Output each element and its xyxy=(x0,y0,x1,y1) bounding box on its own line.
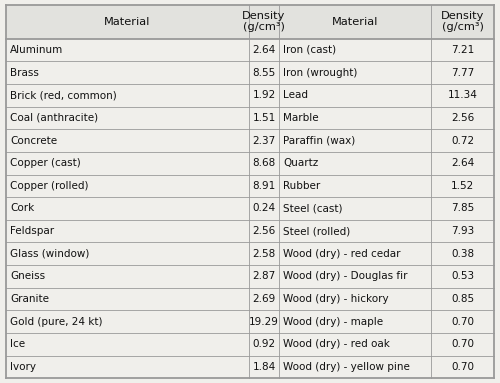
Text: Density
(g/cm³): Density (g/cm³) xyxy=(242,11,286,33)
Text: Brass: Brass xyxy=(10,67,39,78)
Text: 2.87: 2.87 xyxy=(252,272,276,282)
Text: Steel (rolled): Steel (rolled) xyxy=(283,226,350,236)
Text: Rubber: Rubber xyxy=(283,181,321,191)
Text: 2.56: 2.56 xyxy=(451,113,474,123)
Text: Copper (cast): Copper (cast) xyxy=(10,158,81,168)
Text: Brick (red, common): Brick (red, common) xyxy=(10,90,117,100)
Text: Ivory: Ivory xyxy=(10,362,36,372)
Text: Density
(g/cm³): Density (g/cm³) xyxy=(441,11,484,33)
Text: 2.37: 2.37 xyxy=(252,136,276,146)
Text: 0.70: 0.70 xyxy=(451,339,474,349)
Text: 8.91: 8.91 xyxy=(252,181,276,191)
Text: Iron (wrought): Iron (wrought) xyxy=(283,67,358,78)
Text: 2.69: 2.69 xyxy=(252,294,276,304)
Text: Gneiss: Gneiss xyxy=(10,272,45,282)
Text: 2.64: 2.64 xyxy=(451,158,474,168)
Text: Quartz: Quartz xyxy=(283,158,318,168)
Text: 11.34: 11.34 xyxy=(448,90,478,100)
Text: 2.56: 2.56 xyxy=(252,226,276,236)
Text: 0.72: 0.72 xyxy=(451,136,474,146)
Text: 7.21: 7.21 xyxy=(451,45,474,55)
Text: Cork: Cork xyxy=(10,203,34,213)
Text: 1.84: 1.84 xyxy=(252,362,276,372)
Text: Wood (dry) - red cedar: Wood (dry) - red cedar xyxy=(283,249,401,259)
Text: Copper (rolled): Copper (rolled) xyxy=(10,181,88,191)
Text: Paraffin (wax): Paraffin (wax) xyxy=(283,136,356,146)
Text: 2.64: 2.64 xyxy=(252,45,276,55)
Text: 7.93: 7.93 xyxy=(451,226,474,236)
Text: 1.51: 1.51 xyxy=(252,113,276,123)
Text: Aluminum: Aluminum xyxy=(10,45,63,55)
Text: 7.85: 7.85 xyxy=(451,203,474,213)
Text: Lead: Lead xyxy=(283,90,308,100)
Text: Glass (window): Glass (window) xyxy=(10,249,90,259)
Text: 0.92: 0.92 xyxy=(252,339,276,349)
Text: 1.92: 1.92 xyxy=(252,90,276,100)
Text: Material: Material xyxy=(332,16,378,26)
Text: 0.53: 0.53 xyxy=(451,272,474,282)
Text: Wood (dry) - Douglas fir: Wood (dry) - Douglas fir xyxy=(283,272,408,282)
Text: Marble: Marble xyxy=(283,113,318,123)
Text: Wood (dry) - yellow pine: Wood (dry) - yellow pine xyxy=(283,362,410,372)
Text: 7.77: 7.77 xyxy=(451,67,474,78)
Text: 8.68: 8.68 xyxy=(252,158,276,168)
Text: 0.70: 0.70 xyxy=(451,362,474,372)
Text: 0.38: 0.38 xyxy=(451,249,474,259)
Bar xyxy=(6,5,494,39)
Text: 8.55: 8.55 xyxy=(252,67,276,78)
Text: Coal (anthracite): Coal (anthracite) xyxy=(10,113,98,123)
Text: 19.29: 19.29 xyxy=(249,317,279,327)
Text: Wood (dry) - hickory: Wood (dry) - hickory xyxy=(283,294,389,304)
Text: Wood (dry) - maple: Wood (dry) - maple xyxy=(283,317,383,327)
Text: Wood (dry) - red oak: Wood (dry) - red oak xyxy=(283,339,390,349)
Text: Ice: Ice xyxy=(10,339,25,349)
Text: 0.85: 0.85 xyxy=(451,294,474,304)
Text: 2.58: 2.58 xyxy=(252,249,276,259)
Text: Granite: Granite xyxy=(10,294,49,304)
Text: Gold (pure, 24 kt): Gold (pure, 24 kt) xyxy=(10,317,102,327)
Text: Steel (cast): Steel (cast) xyxy=(283,203,343,213)
Text: 0.24: 0.24 xyxy=(252,203,276,213)
Text: Concrete: Concrete xyxy=(10,136,57,146)
Text: 1.52: 1.52 xyxy=(451,181,474,191)
Text: Material: Material xyxy=(104,16,150,26)
Text: 0.70: 0.70 xyxy=(451,317,474,327)
Text: Iron (cast): Iron (cast) xyxy=(283,45,336,55)
Text: Feldspar: Feldspar xyxy=(10,226,54,236)
